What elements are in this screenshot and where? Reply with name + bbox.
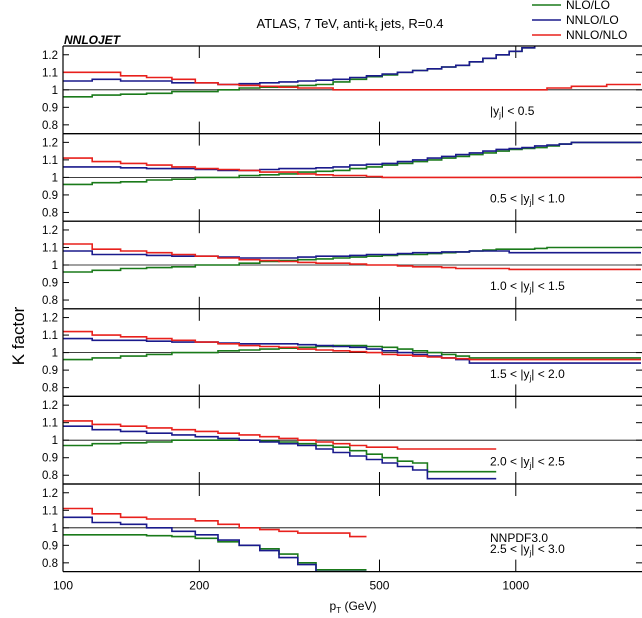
x-tick-label-3: 500	[369, 579, 389, 593]
y-tick-label-4-2: 0.9	[42, 365, 58, 377]
series-nnlo-nlo-panel-4	[63, 330, 641, 361]
y-tick-label-6-2: 0.9	[42, 540, 58, 552]
generator-label: NNLOJET	[64, 33, 122, 47]
y-tick-label-5-2: 0.9	[42, 453, 58, 465]
pdf-label: NNPDF3.0	[490, 531, 548, 545]
x-tick-label-1: 100	[53, 579, 73, 593]
y-tick-label-1-4: 1.1	[42, 67, 58, 79]
series-nnlo-lo-panel-5	[63, 425, 497, 480]
y-tick-label-2-3: 1	[52, 172, 58, 184]
y-tick-label-6-3: 1	[52, 523, 58, 535]
y-tick-label-3-5: 1.2	[42, 225, 58, 237]
x-axis-label-subscript: T	[336, 606, 341, 615]
series-nnlo-nlo-panel-6	[63, 507, 367, 538]
panel-6: 0.8 0.9 1 1.1 1.2 2.5 < |yj| < 3.0	[42, 483, 642, 573]
y-tick-label-2-5: 1.2	[42, 137, 58, 149]
y-tick-label-2-4: 1.1	[42, 155, 58, 167]
y-tick-label-2-2: 0.9	[42, 190, 58, 202]
y-tick-label-4-5: 1.2	[42, 313, 58, 325]
panel-2: 0.8 0.9 1 1.1 1.2 0.5 < |yj| < 1.0	[42, 133, 642, 222]
x-axis: 100 200 500 1000	[53, 579, 529, 593]
y-tick-label-4-3: 1	[52, 348, 58, 360]
series-nnlo-nlo-panel-5	[63, 420, 497, 450]
series-nnlo-nlo-panel-2	[63, 157, 641, 179]
y-tick-label-1-2: 0.9	[42, 102, 58, 114]
y-tick-label-4-1: 0.8	[42, 383, 58, 395]
y-tick-label-1-1: 0.8	[42, 120, 58, 132]
series-nnlo-lo-panel-2	[63, 141, 641, 172]
chart-title: ATLAS, 7 TeV, anti-kt jets, R=0.4	[257, 16, 444, 33]
x-tick-label-2: 200	[189, 579, 209, 593]
y-tick-label-5-5: 1.2	[42, 400, 58, 412]
y-tick-label-3-3: 1	[52, 260, 58, 272]
series-nlo-lo-panel-5	[63, 439, 497, 473]
legend-label-2: NNLO/LO	[566, 13, 619, 27]
panel-label-4: 1.5 < |yj| < 2.0	[490, 367, 565, 383]
y-tick-label-5-1: 0.8	[42, 470, 58, 482]
series-nnlo-nlo-panel-1	[63, 71, 641, 91]
x-axis-label-tail: (GeV)	[341, 599, 376, 613]
panel-label-2: 0.5 < |yj| < 1.0	[490, 192, 565, 208]
series-nnlo-lo-panel-6	[63, 516, 367, 572]
panel-label-3: 1.0 < |yj| < 1.5	[490, 279, 565, 295]
legend-label-1: NLO/LO	[566, 0, 610, 12]
panel-label-5: 2.0 < |yj| < 2.5	[490, 454, 565, 470]
series-nlo-lo-panel-4	[63, 344, 641, 361]
y-tick-label-4-4: 1.1	[42, 330, 58, 342]
panel-1: 0.8 0.9 1 1.1 1.2 |yj| < 0.5	[42, 45, 642, 135]
legend-label-3: NNLO/NLO	[566, 28, 627, 42]
y-tick-label-5-3: 1	[52, 435, 58, 447]
y-tick-label-3-4: 1.1	[42, 242, 58, 254]
y-axis-label: K factor	[9, 306, 28, 365]
x-axis-label: pT (GeV)	[330, 599, 377, 615]
series-nlo-lo-panel-3	[63, 246, 641, 273]
y-tick-label-6-4: 1.1	[42, 505, 58, 517]
y-tick-label-6-1: 0.8	[42, 558, 58, 570]
x-axis-label-main: p	[330, 599, 337, 613]
y-tick-label-2-1: 0.8	[42, 207, 58, 219]
y-tick-label-6-5: 1.2	[42, 488, 58, 500]
panels: 0.8 0.9 1 1.1 1.2 |yj| < 0.5 0.8 0.9 1 1.1 1.2 0.5 …	[42, 45, 642, 573]
y-tick-label-3-2: 0.9	[42, 278, 58, 290]
y-tick-label-3-1: 0.8	[42, 295, 58, 307]
y-tick-label-1-5: 1.2	[42, 50, 58, 62]
series-nlo-lo-panel-1	[63, 46, 536, 98]
series-nlo-lo-panel-6	[63, 534, 367, 571]
panel-label-6: 2.5 < |yj| < 3.0	[490, 542, 565, 558]
panel-3: 0.8 0.9 1 1.1 1.2 1.0 < |yj| < 1.5	[42, 220, 642, 310]
panel-label-1: |yj| < 0.5	[490, 104, 535, 120]
chart-title-subscript: t	[375, 23, 378, 33]
chart-title-main: ATLAS, 7 TeV, anti-k	[257, 16, 376, 31]
y-tick-label-5-4: 1.1	[42, 418, 58, 430]
y-tick-label-1-3: 1	[52, 85, 58, 97]
series-nnlo-nlo-panel-3	[63, 243, 641, 271]
series-nlo-lo-panel-2	[63, 141, 641, 186]
chart-title-tail: jets, R=0.4	[377, 16, 443, 31]
x-tick-label-4: 1000	[502, 579, 529, 593]
panel-5: 0.8 0.9 1 1.1 1.2 2.0 < |yj| < 2.5	[42, 395, 642, 485]
panel-4: 0.8 0.9 1 1.1 1.2 1.5 < |yj| < 2.0	[42, 308, 642, 397]
